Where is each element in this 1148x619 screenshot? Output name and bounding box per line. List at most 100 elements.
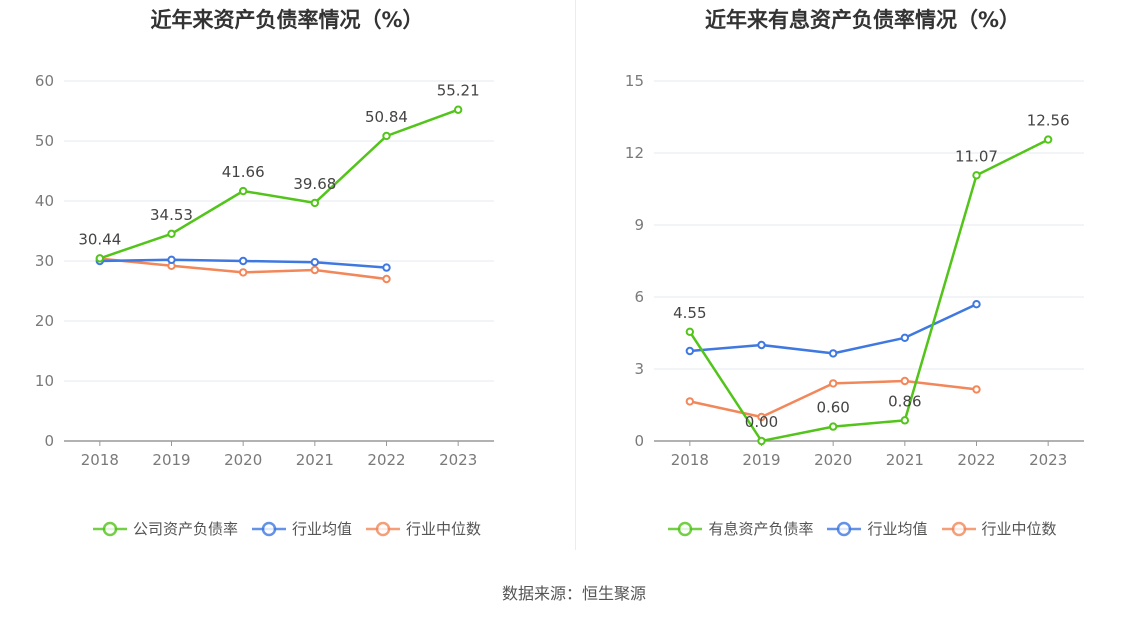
data-label: 55.21 xyxy=(437,82,480,100)
y-tick-label: 10 xyxy=(35,372,54,390)
x-tick-label: 2020 xyxy=(814,451,852,469)
legend-item-company[interactable]: 公司资产负债率 xyxy=(92,518,238,539)
data-point-industry_median xyxy=(310,265,320,275)
data-point-industry_avg xyxy=(900,333,910,342)
plot-area: 0 3 6 9 12 15 2018 2019 2020 2021 2022 2023 4.55 0.00… xyxy=(625,72,1084,469)
legend-label: 行业均值 xyxy=(867,520,928,538)
chart-left: 近年来资产负债率情况（%） 0 10 20 30 40 50 60 2018 2019 2020 2… xyxy=(0,0,574,560)
y-tick-label: 30 xyxy=(35,252,54,270)
y-tick-label: 15 xyxy=(625,72,644,90)
legend-item-industry-median[interactable]: 行业中位数 xyxy=(941,518,1057,539)
legend-line-icon xyxy=(941,521,976,536)
x-tick-label: 2023 xyxy=(439,451,477,469)
series-line-company xyxy=(99,108,459,260)
data-point-industry_avg xyxy=(238,256,248,266)
legend-swatch-dot xyxy=(678,521,693,536)
data-point-company xyxy=(685,327,695,336)
data-point-industry_avg xyxy=(828,349,838,358)
data-point-industry_median xyxy=(972,385,981,394)
legend-label: 行业中位数 xyxy=(981,520,1057,538)
data-label: 39.68 xyxy=(293,175,336,193)
chart-title: 近年来资产负债率情况（%） xyxy=(150,8,424,32)
x-tick-label: 2019 xyxy=(742,451,780,469)
legend-item-industry-median[interactable]: 行业中位数 xyxy=(366,518,481,539)
x-tick-label: 2019 xyxy=(152,451,190,469)
data-point-industry_median xyxy=(685,397,695,406)
legend-swatch-dot xyxy=(102,521,118,536)
data-point-company xyxy=(167,229,176,239)
legend-line-icon xyxy=(827,521,862,536)
data-point-industry_median xyxy=(900,376,910,386)
y-tick-label: 20 xyxy=(35,312,54,330)
x-tick-label: 2018 xyxy=(81,451,119,469)
legend-item-industry-avg[interactable]: 行业均值 xyxy=(251,518,352,539)
data-point-company xyxy=(310,198,320,208)
y-tick-label: 0 xyxy=(44,432,54,450)
data-label: 0.00 xyxy=(745,413,778,431)
y-tick-label: 9 xyxy=(634,216,644,234)
data-point-industry_avg xyxy=(167,255,176,264)
legend-swatch-dot xyxy=(951,521,966,536)
legend-line-icon xyxy=(251,521,286,536)
data-label: 12.56 xyxy=(1027,112,1070,130)
y-tick-label: 60 xyxy=(35,72,54,90)
y-tick-label: 12 xyxy=(625,144,644,162)
data-point-industry_avg xyxy=(685,346,695,356)
data-source: 数据来源：恒生聚源 xyxy=(501,584,646,603)
data-label: 34.53 xyxy=(150,206,193,224)
legend-swatch-dot xyxy=(375,521,391,536)
data-label: 0.60 xyxy=(816,399,849,417)
data-point-company xyxy=(382,131,391,141)
data-point-company xyxy=(238,186,248,196)
x-tick-label: 2022 xyxy=(367,451,405,469)
series-line-industry_avg xyxy=(689,303,978,355)
x-tick-label: 2023 xyxy=(1029,451,1067,469)
x-tick-label: 2022 xyxy=(957,451,995,469)
data-point-industry_median xyxy=(828,379,838,388)
legend-line-icon xyxy=(366,521,400,536)
data-point-company xyxy=(757,436,766,446)
data-label: 11.07 xyxy=(955,147,998,165)
legend-swatch-dot xyxy=(837,521,852,536)
legend-label: 公司资产负债率 xyxy=(132,520,238,538)
data-point-company xyxy=(1043,135,1053,144)
data-point-industry_median xyxy=(757,412,766,422)
legend-label: 行业均值 xyxy=(291,520,352,538)
data-point-industry_avg xyxy=(972,300,981,309)
data-label: 4.55 xyxy=(673,304,706,322)
legend-item-company[interactable]: 有息资产负债率 xyxy=(668,518,813,539)
x-tick-label: 2018 xyxy=(671,451,709,469)
data-point-industry_avg xyxy=(757,340,766,350)
data-label: 0.86 xyxy=(888,392,921,410)
data-point-industry_median xyxy=(238,268,248,277)
data-point-company xyxy=(900,416,910,425)
x-tick-label: 2020 xyxy=(224,451,262,469)
y-tick-label: 40 xyxy=(35,192,54,210)
chart-right: 近年来有息资产负债率情况（%） 0 3 6 9 12 15 2018 2019 2020 2021… xyxy=(577,0,1148,560)
y-tick-label: 50 xyxy=(35,132,54,150)
x-tick-label: 2021 xyxy=(886,451,924,469)
legend: 公司资产负债率 行业均值 行业中位数 xyxy=(0,518,574,539)
data-point-company xyxy=(972,171,981,180)
data-point-company xyxy=(95,254,105,263)
data-point-company xyxy=(828,422,838,431)
y-tick-label: 3 xyxy=(634,360,644,378)
data-point-industry_median xyxy=(382,274,391,284)
data-point-company xyxy=(453,105,463,114)
chart-title: 近年来有息资产负债率情况（%） xyxy=(704,8,1021,32)
y-tick-label: 0 xyxy=(634,432,644,450)
legend: 有息资产负债率 行业均值 行业中位数 xyxy=(577,518,1148,539)
series-line-company xyxy=(688,138,1049,443)
data-label: 41.66 xyxy=(222,163,265,181)
y-tick-label: 6 xyxy=(634,288,644,306)
legend-item-industry-avg[interactable]: 行业均值 xyxy=(827,518,928,539)
data-point-industry_avg xyxy=(382,263,391,272)
legend-label: 有息资产负债率 xyxy=(708,520,814,538)
legend-swatch-dot xyxy=(261,521,277,536)
legend-label: 行业中位数 xyxy=(406,520,482,538)
data-label: 50.84 xyxy=(365,108,408,126)
legend-line-icon xyxy=(92,521,127,536)
panel-divider xyxy=(575,0,576,550)
legend-line-icon xyxy=(668,521,703,536)
x-tick-label: 2021 xyxy=(296,451,334,469)
